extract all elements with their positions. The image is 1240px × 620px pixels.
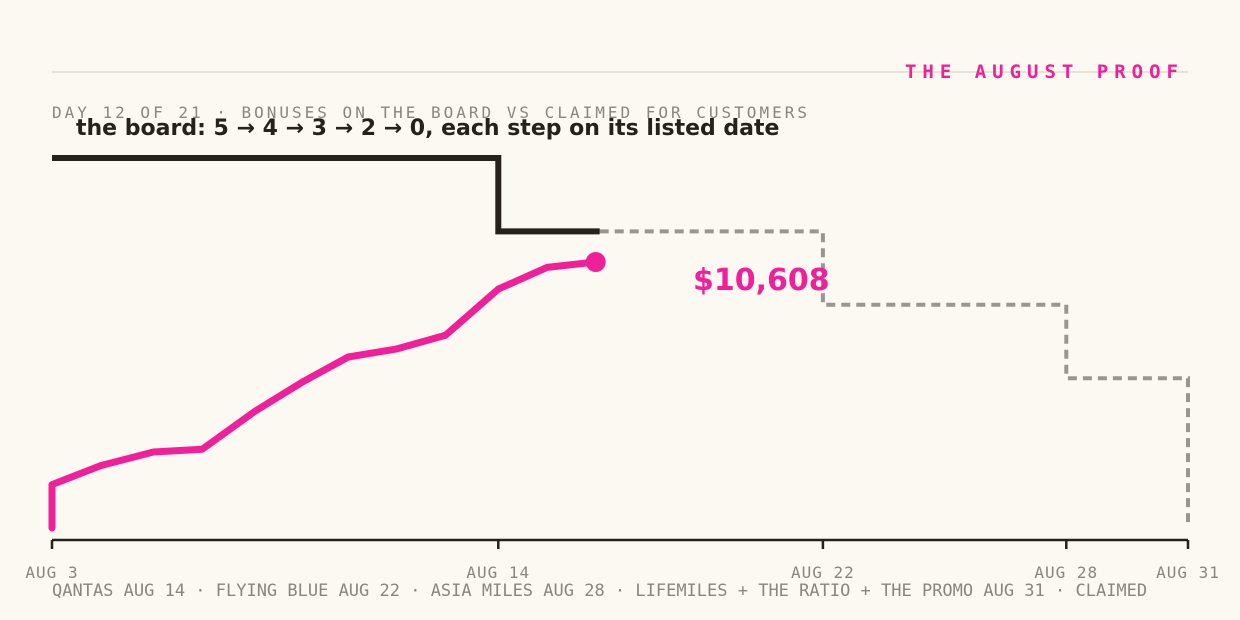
x-tick-label-4: AUG 31	[1156, 563, 1220, 582]
claimed-endpoint	[585, 252, 606, 272]
board-actual-layer	[52, 155, 600, 235]
claimed-value-label: $10,608	[693, 263, 830, 298]
board-annotation: the board: 5 → 4 → 3 → 2 → 0, each step …	[76, 116, 779, 141]
x-tick-label-1: AUG 14	[466, 563, 530, 582]
board-actual-line	[52, 155, 600, 235]
board-scheduled-line	[599, 229, 1190, 525]
x-tick-label-3: AUG 28	[1034, 563, 1098, 582]
x-tick-label-0: AUG 3	[25, 563, 78, 582]
x-tick-label-2: AUG 22	[791, 563, 855, 582]
claimed-layer	[48, 252, 606, 532]
claimed-line	[48, 258, 600, 532]
x-ticks-layer: AUG 3 AUG 14 AUG 22 AUG 28 AUG 31	[25, 540, 1219, 582]
chart-kicker: THE AUGUST PROOF	[905, 61, 1184, 83]
board-scheduled-layer	[599, 229, 1190, 525]
chart-subtitle: DAY 12 OF 21 · BONUSES ON THE BOARD VS C…	[52, 103, 810, 122]
chart-footer: QANTAS AUG 14 · FLYING BLUE AUG 22 · ASI…	[52, 581, 1147, 601]
